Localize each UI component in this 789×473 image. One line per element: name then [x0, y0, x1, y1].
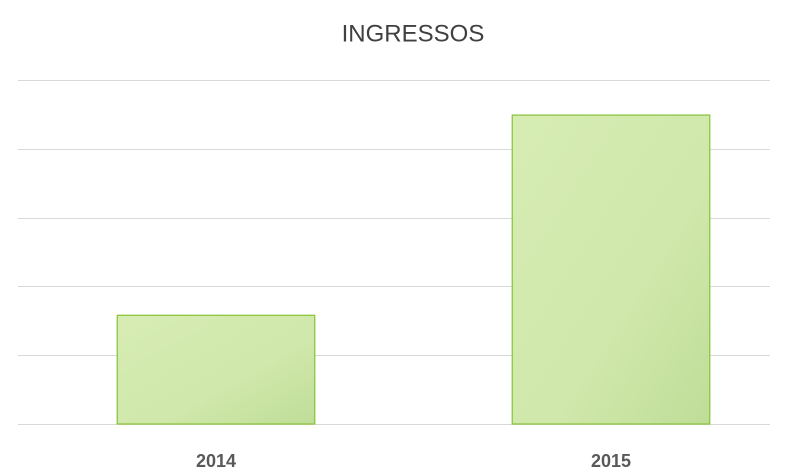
- x-tick-label: 2015: [591, 451, 631, 471]
- chart-title: INGRESSOS: [342, 20, 485, 47]
- bar: [116, 314, 316, 425]
- x-tick-label: 2014: [196, 451, 236, 471]
- bar: [511, 114, 711, 425]
